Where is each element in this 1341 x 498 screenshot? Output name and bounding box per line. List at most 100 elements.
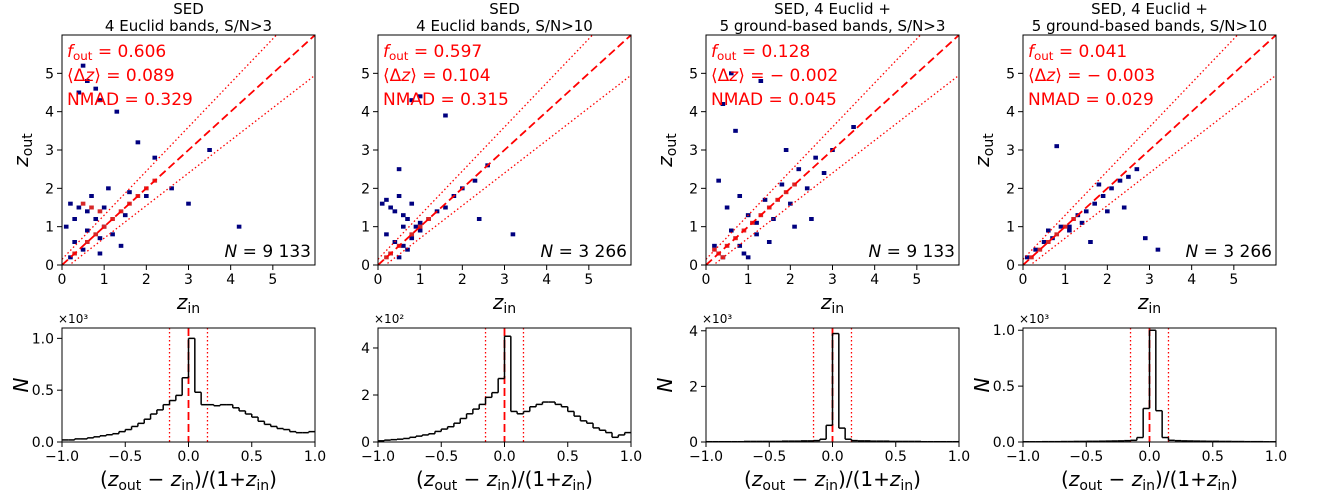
density-cell [779, 182, 785, 187]
one-to-one-line [1023, 35, 1276, 265]
x-tick-label: 2 [1103, 272, 1112, 288]
outlier-bound [384, 74, 631, 265]
density-cell [809, 217, 814, 221]
y-tick-label: 0 [361, 435, 370, 451]
density-cell [68, 255, 73, 260]
density-cell [1067, 228, 1072, 233]
x-axis-label-part: out [1079, 478, 1102, 494]
y-axis-label: zout [9, 133, 36, 168]
x-tick-label: 1 [100, 272, 109, 288]
x-tick-label: 1 [744, 272, 753, 288]
x-tick-label: −0.5 [108, 449, 142, 465]
x-axis-label-part: in [503, 301, 516, 317]
x-tick-label: 3 [1145, 272, 1154, 288]
x-axis-label-part: ( [1061, 467, 1069, 491]
density-cell [413, 224, 419, 229]
density-cell [89, 205, 94, 210]
x-tick-label: 0.5 [885, 449, 907, 465]
x-tick-label: 0.5 [1202, 449, 1224, 465]
x-tick-label: 0 [1019, 272, 1028, 288]
y-tick-label: 0 [1006, 258, 1015, 274]
density-cell [106, 186, 111, 191]
density-cell [720, 255, 726, 260]
x-tick-label: 5 [912, 272, 921, 288]
y-axis-label-part: z [9, 156, 33, 168]
density-cell [733, 128, 738, 133]
y-tick-label: 3 [45, 143, 54, 159]
x-axis-label-part: ) [585, 467, 593, 491]
count-label-part: N [225, 242, 238, 262]
annotation-part: ⟨Δ [1028, 66, 1047, 86]
annotation-part: NMAD = 0.329 [67, 90, 193, 110]
x-tick-label: 3 [184, 272, 193, 288]
density-cell [93, 232, 99, 237]
y-axis-label-part: z [970, 156, 994, 168]
count-label-part: = 3 266 [1198, 242, 1272, 262]
annotation: NMAD = 0.029 [1028, 90, 1154, 110]
y-tick-label: 2 [361, 388, 370, 404]
panel-title: 4 Euclid bands, S/N>10 [416, 17, 593, 35]
x-tick-label: 0.0 [177, 449, 199, 465]
density-cell [1062, 224, 1068, 229]
x-axis-label: zin [1137, 290, 1161, 317]
y-tick-label: 2 [361, 181, 370, 197]
x-tick-label: 5 [1229, 272, 1238, 288]
density-cell [796, 167, 802, 172]
y-offset-label: ×10³ [702, 312, 732, 326]
density-cell [762, 197, 768, 202]
density-cell [93, 217, 99, 221]
panel-title: SED [489, 0, 520, 18]
annotation-part: f [383, 42, 392, 62]
annotation-part: z [84, 66, 95, 86]
x-tick-label: −1.0 [1006, 449, 1040, 465]
density-cell [417, 220, 423, 225]
density-cell [1121, 205, 1127, 210]
density-cell [169, 186, 174, 191]
density-cell [93, 86, 99, 91]
panel-title: 5 ground-based bands, S/N>10 [1032, 17, 1267, 35]
x-tick-label: 0.5 [241, 449, 263, 465]
density-cell [110, 217, 115, 221]
density-cell [1096, 182, 1102, 187]
annotation: fout = 0.128 [711, 42, 810, 63]
annotation-part: z [1045, 66, 1056, 86]
density-cell [396, 194, 402, 198]
count-label-part: N [1186, 242, 1199, 262]
x-tick-label: −0.5 [1069, 449, 1103, 465]
one-to-one-line [706, 35, 959, 265]
x-axis-label-part: z [1206, 467, 1218, 491]
outlier-bound [1029, 74, 1276, 265]
density-cell [1088, 240, 1093, 244]
density-cell [89, 194, 94, 198]
density-cell [758, 79, 764, 83]
y-tick-label: 0 [689, 435, 698, 451]
density-cell [76, 90, 82, 95]
x-axis-label-part: z [107, 467, 119, 491]
plot-area [62, 328, 315, 442]
y-tick-label: 0.5 [32, 383, 54, 399]
density-cell [384, 232, 389, 237]
density-cell [101, 224, 107, 229]
density-cell [379, 201, 385, 206]
y-tick-label: 1 [45, 220, 54, 236]
x-axis-label-part: )/(1+ [194, 467, 246, 491]
plot-area [706, 35, 959, 265]
x-tick-label: 2 [786, 272, 795, 288]
density-cell [766, 240, 772, 244]
y-tick-label: 4 [1006, 105, 1015, 121]
annotation-part: ⟩ = − 0.003 [1055, 66, 1155, 86]
density-cell [1126, 174, 1131, 179]
y-axis-label-part: N [9, 377, 33, 392]
annotation: fout = 0.597 [383, 42, 482, 63]
density-cell [1092, 201, 1097, 206]
y-tick-label: 5 [361, 66, 370, 82]
density-cell [63, 224, 69, 229]
outlier-bound [378, 35, 594, 260]
x-tick-label: 4 [226, 272, 235, 288]
density-cell [409, 201, 415, 206]
density-cell [76, 205, 82, 210]
density-cell [1033, 247, 1038, 252]
count-label-part: = 9 133 [881, 242, 955, 262]
